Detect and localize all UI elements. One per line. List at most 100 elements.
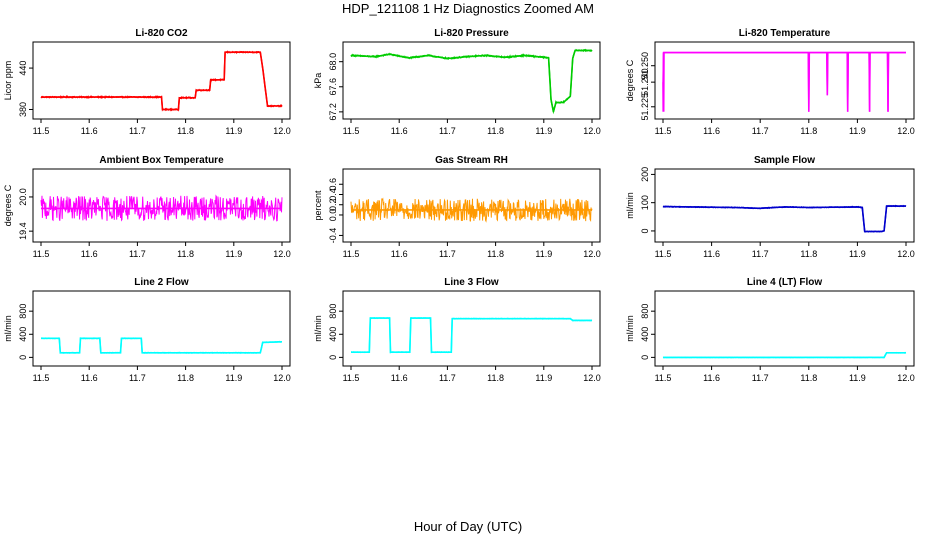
panel-5: Sample Flow 11.5 11.6 11.7 11.8 11.9 12.0 0 100 2… [625, 155, 915, 259]
y-tick-label: 400 [18, 327, 28, 342]
x-tick-label: 11.8 [800, 126, 817, 136]
plot-frame [32, 41, 291, 120]
y-tick-label: 800 [328, 304, 338, 319]
panel-7: Line 3 Flow 11.5 11.6 11.7 11.8 11.9 12.0 0 400 8… [313, 277, 601, 383]
y-tick-label: 20.0 [18, 188, 28, 206]
y-tick-label: 0 [640, 355, 650, 360]
x-tick-label: 11.5 [343, 373, 360, 383]
x-tick-label: 11.5 [655, 126, 672, 136]
y-tick-label: 0 [18, 355, 28, 360]
x-tick-label: 12.0 [583, 249, 601, 259]
plot-frame [342, 290, 601, 367]
y-axis-label: degrees C [625, 59, 635, 101]
x-tick-label: 11.7 [752, 126, 769, 136]
x-tick-label: 12.0 [273, 126, 291, 136]
x-tick-label: 11.9 [849, 249, 866, 259]
y-tick-label: 400 [640, 327, 650, 342]
x-tick-label: 11.8 [800, 373, 817, 383]
x-tick-label: 11.5 [33, 249, 50, 259]
y-axis-label: ml/min [313, 315, 323, 342]
x-tick-label: 11.5 [343, 126, 360, 136]
x-tick-label: 11.7 [752, 249, 769, 259]
x-tick-label: 11.7 [439, 126, 456, 136]
x-tick-label: 12.0 [897, 373, 915, 383]
plot-frame [32, 290, 291, 367]
y-tick-label: 67.6 [328, 78, 338, 96]
panel-title: Line 3 Flow [444, 277, 499, 288]
x-tick-label: 11.8 [487, 373, 504, 383]
x-tick-label: 11.9 [225, 126, 242, 136]
y-tick-label: 68.0 [328, 53, 338, 71]
x-tick-label: 12.0 [273, 373, 291, 383]
x-tick-label: 11.8 [487, 249, 504, 259]
x-tick-label: 12.0 [583, 373, 601, 383]
x-tick-label: 11.7 [129, 249, 146, 259]
panel-3: Ambient Box Temperature 11.5 11.6 11.7 11.8 1… [3, 155, 291, 259]
y-axis-label: ml/min [3, 315, 13, 342]
y-tick-label: 0 [328, 355, 338, 360]
y-tick-label: 0.4 [328, 188, 338, 201]
y-tick-label: -0.4 [328, 228, 338, 244]
y-axis-label: ml/min [625, 315, 635, 342]
y-axis-label: degrees C [3, 184, 13, 226]
panel-6: Line 2 Flow 11.5 11.6 11.7 11.8 11.9 12.0 0 400 8… [3, 277, 291, 383]
series-line [41, 336, 282, 354]
panel-0: Li-820 CO2 11.5 11.6 11.7 11.8 11.9 12.0 380 440… [3, 28, 291, 136]
series-keypoints-line [350, 49, 592, 113]
y-axis-label: Licor ppm [3, 61, 13, 101]
series-line [351, 317, 593, 354]
y-axis-label: percent [313, 190, 323, 221]
x-tick-label: 11.5 [655, 373, 672, 383]
panel-title: Ambient Box Temperature [99, 155, 224, 166]
y-tick-label: 380 [18, 102, 28, 117]
x-tick-label: 11.8 [487, 126, 504, 136]
series-keypoints-line [41, 51, 282, 111]
panel-title: Line 4 (LT) Flow [747, 277, 823, 288]
y-tick-label: 800 [640, 304, 650, 319]
figure-title: HDP_121108 1 Hz Diagnostics Zoomed AM [342, 1, 594, 16]
x-tick-label: 11.5 [655, 249, 672, 259]
panel-title: Li-820 CO2 [135, 28, 188, 39]
x-tick-label: 12.0 [273, 249, 291, 259]
x-tick-label: 11.6 [391, 373, 408, 383]
series-keypoints-line [662, 205, 906, 233]
plot-frame [342, 168, 601, 243]
panel-1: Li-820 Pressure 11.5 11.6 11.7 11.8 11.9 12.0 6… [313, 28, 601, 136]
y-tick-label: 51.250 [640, 52, 650, 80]
x-tick-label: 11.5 [343, 249, 360, 259]
x-tick-label: 11.6 [81, 249, 98, 259]
x-tick-label: 11.6 [391, 249, 408, 259]
x-tick-label: 11.9 [535, 373, 552, 383]
x-tick-label: 11.9 [225, 373, 242, 383]
panel-title: Li-820 Temperature [739, 28, 831, 39]
y-tick-label: 51.225 [640, 93, 650, 121]
series-keypoints-line [662, 51, 906, 112]
plot-frame [654, 290, 915, 367]
x-tick-label: 11.6 [391, 126, 408, 136]
y-tick-label: 100 [640, 195, 650, 210]
y-tick-label: 67.2 [328, 103, 338, 121]
x-tick-label: 11.8 [177, 126, 194, 136]
y-tick-label: 440 [18, 61, 28, 76]
figure-xlabel: Hour of Day (UTC) [414, 519, 522, 534]
y-tick-label: 400 [328, 327, 338, 342]
x-tick-label: 11.8 [800, 249, 817, 259]
x-tick-label: 11.8 [177, 373, 194, 383]
x-tick-label: 11.7 [439, 373, 456, 383]
x-tick-label: 12.0 [897, 249, 915, 259]
x-tick-label: 11.5 [33, 373, 50, 383]
plot-frame [342, 41, 601, 120]
plot-frame [32, 168, 291, 243]
panel-8: Line 4 (LT) Flow 11.5 11.6 11.7 11.8 11.9 12.0… [625, 277, 915, 383]
x-tick-label: 12.0 [897, 126, 915, 136]
panel-title: Line 2 Flow [134, 277, 189, 288]
x-tick-label: 11.9 [535, 126, 552, 136]
y-tick-label: 0.0 [328, 209, 338, 222]
x-tick-label: 11.6 [81, 126, 98, 136]
y-tick-label: 0.6 [328, 178, 338, 191]
y-axis-label: kPa [313, 73, 323, 89]
panel-title: Gas Stream RH [435, 155, 508, 166]
panel-2: Li-820 Temperature 11.5 11.6 11.7 11.8 11.9 12… [625, 28, 915, 136]
y-tick-label: 0.2 [328, 198, 338, 211]
